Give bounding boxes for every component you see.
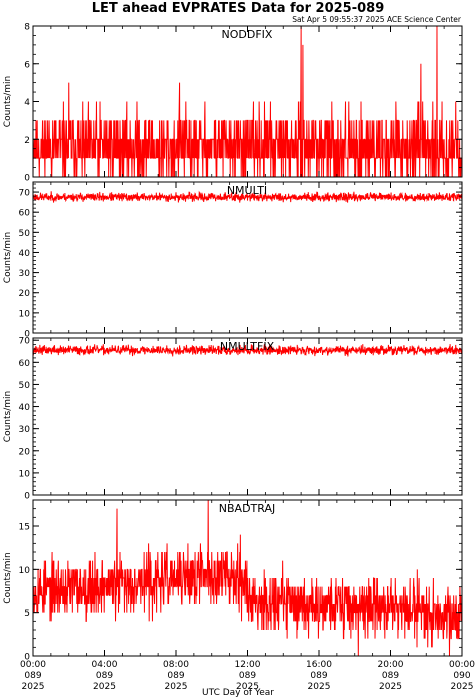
y-tick-label: 6 <box>24 60 30 70</box>
series-line <box>32 25 462 178</box>
y-axis-label: Counts/min <box>3 391 13 442</box>
x-tick-text: 089 <box>382 671 399 681</box>
chart-title: LET ahead EVPRATES Data for 2025-089 <box>92 1 385 16</box>
x-tick-text: 2025 <box>379 682 402 692</box>
y-tick-label: 30 <box>19 269 31 279</box>
panels: 02468Counts/minNODDFIX010203040506070Cou… <box>3 23 463 663</box>
series-label: NBADTRAJ <box>219 502 275 515</box>
x-tick-text: 2025 <box>451 682 474 692</box>
y-tick-label: 10 <box>19 469 31 479</box>
panel-noddfix: 0 2 4 6 8 Counts/min NODDFIX <box>3 23 463 184</box>
y-tick-label: 50 <box>19 229 31 239</box>
plot-frame <box>32 181 463 334</box>
x-tick-text: 2025 <box>165 682 188 692</box>
generated-timestamp: Sat Apr 5 09:55:37 2025 ACE Science Cent… <box>292 15 462 24</box>
x-tick-text: 00:00 <box>20 660 46 670</box>
y-tick-label: 0 <box>24 653 30 663</box>
x-axis: 00:00089202504:00089202508:00089202512:0… <box>20 660 475 692</box>
panel-nmultfix: 0 10 20 30 40 50 60 70 Counts/min NMULTFIX <box>3 337 463 502</box>
y-tick-label: 10 <box>19 309 31 319</box>
x-tick-text: 2025 <box>308 682 331 692</box>
y-tick-label: 60 <box>19 209 31 219</box>
panel-nbadtraj: 0 5 10 15 Counts/min NBADTRAJ <box>3 499 463 663</box>
x-tick-text: 08:00 <box>163 660 189 670</box>
x-tick-text: 12:00 <box>235 660 261 670</box>
x-tick-text: 089 <box>239 671 256 681</box>
y-tick-label: 15 <box>19 523 30 533</box>
series-line <box>32 190 462 203</box>
series-label: NMULTFIX <box>220 340 275 353</box>
x-tick-text: 2025 <box>236 682 259 692</box>
y-axis-label: Counts/min <box>3 552 13 603</box>
y-tick-label: 40 <box>19 249 31 259</box>
x-tick-text: 2025 <box>22 682 45 692</box>
y-tick-label: 20 <box>19 447 31 457</box>
y-tick-label: 50 <box>19 381 31 391</box>
series-label: NODDFIX <box>222 28 273 41</box>
series-line <box>32 344 463 357</box>
x-tick-text: 089 <box>310 671 327 681</box>
series-label: NMULTI <box>227 184 267 197</box>
y-tick-label: 20 <box>19 289 31 299</box>
y-tick-label: 8 <box>24 23 30 33</box>
panel-nmulti: 0 10 20 30 40 50 60 70 Counts/min NMULTI <box>3 181 463 340</box>
y-tick-label: 0 <box>24 330 30 340</box>
plot-frame <box>32 337 463 496</box>
x-tick-text: 20:00 <box>378 660 404 670</box>
x-tick-text: 089 <box>96 671 113 681</box>
y-tick-label: 5 <box>24 609 30 619</box>
x-tick-text: 090 <box>453 671 470 681</box>
y-tick-label: 30 <box>19 425 31 435</box>
x-axis-title: UTC Day of Year <box>202 688 274 698</box>
series-line <box>32 499 462 657</box>
y-tick-label: 70 <box>19 337 31 347</box>
y-axis-label: Counts/min <box>3 76 13 127</box>
y-tick-label: 60 <box>19 359 31 369</box>
y-tick-label: 0 <box>24 492 30 502</box>
x-tick-text: 2025 <box>93 682 116 692</box>
y-tick-label: 4 <box>24 98 30 108</box>
x-tick-text: 16:00 <box>306 660 332 670</box>
y-tick-label: 2 <box>24 136 30 146</box>
y-tick-label: 10 <box>19 566 31 576</box>
y-tick-label: 70 <box>19 189 31 199</box>
y-tick-label: 40 <box>19 403 31 413</box>
y-axis-label: Counts/min <box>3 232 13 283</box>
x-tick-text: 04:00 <box>92 660 118 670</box>
x-tick-text: 089 <box>24 671 41 681</box>
y-tick-label: 0 <box>24 174 30 184</box>
x-tick-text: 089 <box>167 671 184 681</box>
x-tick-text: 00:00 <box>449 660 475 670</box>
